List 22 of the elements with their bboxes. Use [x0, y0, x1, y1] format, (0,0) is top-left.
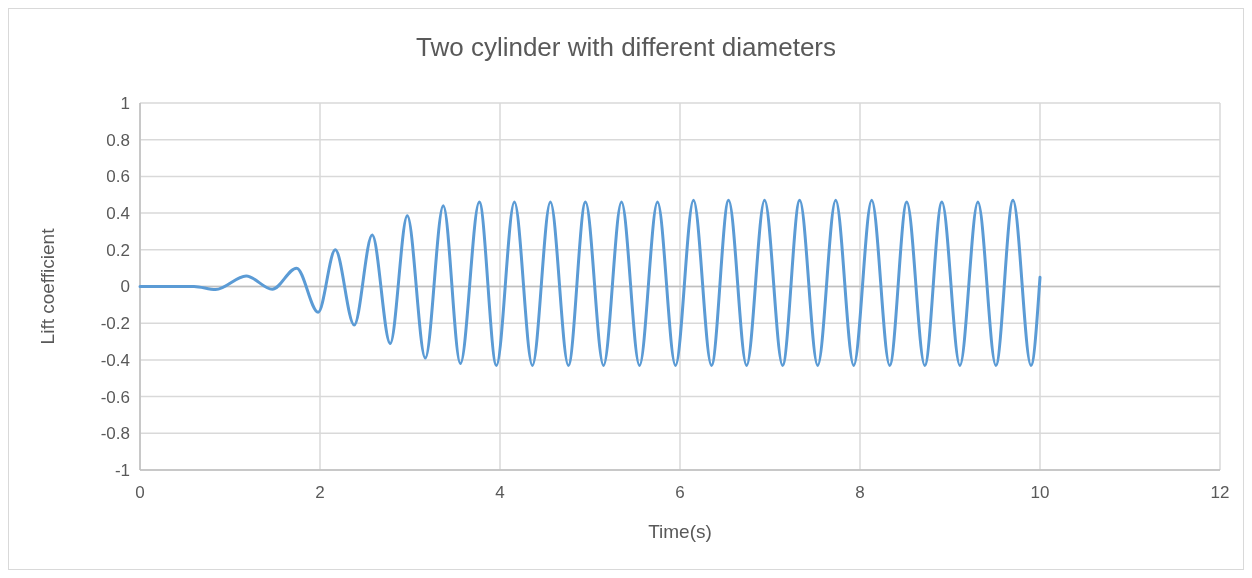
x-tick-label: 2: [315, 483, 325, 502]
y-tick-label: -0.4: [100, 350, 130, 370]
y-tick-label: 0.2: [106, 240, 130, 260]
y-tick-label: -0.8: [100, 424, 130, 444]
x-tick-label: 8: [855, 483, 865, 502]
x-tick-label: 12: [1210, 483, 1230, 502]
y-tick-label: 1: [120, 93, 130, 113]
y-tick-label: -1: [114, 460, 130, 480]
x-tick-label: 10: [1030, 483, 1050, 502]
y-tick-label: 0.8: [106, 130, 130, 150]
y-axis-title: Lift coefficient: [37, 227, 58, 345]
y-tick-label: -0.2: [100, 314, 130, 334]
chart-title: Two cylinder with different diameters: [415, 32, 837, 62]
x-axis-title: Time(s): [648, 521, 712, 542]
line-series: [138, 198, 1042, 367]
x-tick-label: 6: [675, 483, 685, 502]
x-tick-label: 0: [135, 483, 145, 502]
y-tick-label: -0.6: [100, 387, 130, 407]
y-tick-label: 0.4: [106, 204, 130, 224]
y-tick-label: 0: [120, 277, 130, 297]
x-tick-label: 4: [495, 483, 505, 502]
y-tick-label: 0.6: [106, 167, 130, 187]
